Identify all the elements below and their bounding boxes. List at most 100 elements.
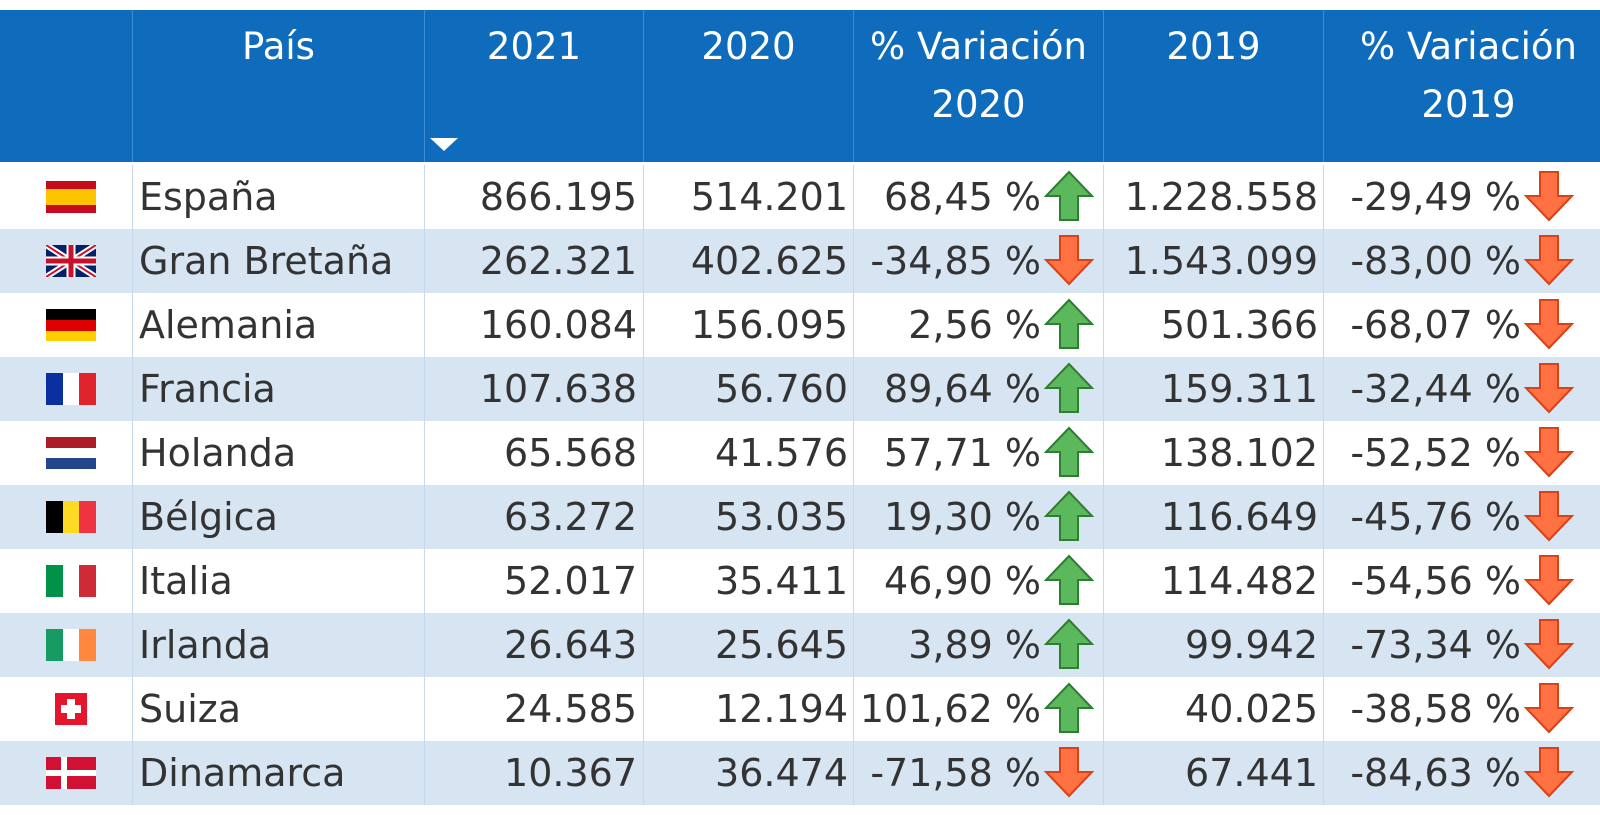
trend-arrow xyxy=(1043,618,1095,669)
trend-arrow xyxy=(1523,427,1575,478)
variation-2019: -38,58 % xyxy=(1323,677,1523,741)
variation-2019: -29,49 % xyxy=(1323,165,1523,229)
trend-arrow xyxy=(1043,362,1095,413)
value-2019: 99.942 xyxy=(1103,613,1323,677)
country-name: Bélgica xyxy=(132,485,424,549)
variation-2019: -54,56 % xyxy=(1323,549,1523,613)
trend-arrow xyxy=(1043,235,1095,286)
variation-2020: 2,56 % xyxy=(853,293,1103,357)
value-2020: 53.035 xyxy=(643,485,853,549)
table-row: Alemania 160.084 156.095 2,56 % 501.366 -68,0… xyxy=(0,293,1600,357)
flag xyxy=(46,309,96,341)
value-2020: 35.411 xyxy=(643,549,853,613)
value-2021: 26.643 xyxy=(424,613,643,677)
trend-arrow xyxy=(1523,235,1575,286)
variation-2020: 57,71 % xyxy=(853,421,1103,485)
table-row: Suiza 24.585 12.194 101,62 % 40.025 -38,58 % xyxy=(0,677,1600,741)
value-2021: 63.272 xyxy=(424,485,643,549)
variation-2020: 101,62 % xyxy=(853,677,1103,741)
country-name: España xyxy=(132,165,424,229)
country-name: Dinamarca xyxy=(132,741,424,805)
variation-2020: 19,30 % xyxy=(853,485,1103,549)
flag xyxy=(46,245,96,277)
value-2019: 159.311 xyxy=(1103,357,1323,421)
variation-2019: -45,76 % xyxy=(1323,485,1523,549)
table-row: Irlanda 26.643 25.645 3,89 % 99.942 -73,34 % xyxy=(0,613,1600,677)
trend-arrow xyxy=(1043,170,1095,221)
trend-arrow xyxy=(1523,683,1575,734)
column-header: 2021 xyxy=(424,10,643,162)
column-header: % Variación 2019 xyxy=(1323,10,1600,162)
value-2021: 24.585 xyxy=(424,677,643,741)
trend-arrow xyxy=(1043,682,1095,733)
table-row: Gran Bretaña 262.321 402.625 -34,85 % 1.543.… xyxy=(0,229,1600,293)
trend-arrow xyxy=(1043,426,1095,477)
country-name: Suiza xyxy=(132,677,424,741)
flag xyxy=(46,629,96,661)
value-2020: 514.201 xyxy=(643,165,853,229)
country-name: Holanda xyxy=(132,421,424,485)
sort-indicator xyxy=(430,138,458,151)
value-2021: 65.568 xyxy=(424,421,643,485)
trend-arrow xyxy=(1523,619,1575,670)
column-header: 2019 xyxy=(1103,10,1323,162)
value-2019: 114.482 xyxy=(1103,549,1323,613)
column-header: País xyxy=(132,10,424,162)
value-2021: 52.017 xyxy=(424,549,643,613)
trend-arrow xyxy=(1043,298,1095,349)
flag xyxy=(55,693,87,725)
trend-arrow xyxy=(1523,171,1575,222)
variation-2019: -84,63 % xyxy=(1323,741,1523,805)
trend-arrow xyxy=(1523,555,1575,606)
value-2019: 1.228.558 xyxy=(1103,165,1323,229)
table-row: Dinamarca 10.367 36.474 -71,58 % 67.441 -84,6… xyxy=(0,741,1600,805)
value-2020: 41.576 xyxy=(643,421,853,485)
table-row: España 866.195 514.201 68,45 % 1.228.558 -29,… xyxy=(0,165,1600,229)
flag xyxy=(46,437,96,469)
value-2020: 12.194 xyxy=(643,677,853,741)
column-header: % Variación 2020 xyxy=(853,10,1103,162)
value-2019: 138.102 xyxy=(1103,421,1323,485)
table-row: Italia 52.017 35.411 46,90 % 114.482 -54,56 % xyxy=(0,549,1600,613)
value-2020: 36.474 xyxy=(643,741,853,805)
variation-2020: 89,64 % xyxy=(853,357,1103,421)
country-name: Italia xyxy=(132,549,424,613)
variation-2019: -68,07 % xyxy=(1323,293,1523,357)
flag xyxy=(46,181,96,213)
country-name: Alemania xyxy=(132,293,424,357)
trend-arrow xyxy=(1523,747,1575,798)
flag xyxy=(46,757,96,789)
table-row: Francia 107.638 56.760 89,64 % 159.311 -32,44… xyxy=(0,357,1600,421)
variation-2019: -32,44 % xyxy=(1323,357,1523,421)
table-row: Holanda 65.568 41.576 57,71 % 138.102 -52,52 … xyxy=(0,421,1600,485)
country-name: Gran Bretaña xyxy=(132,229,424,293)
variation-2020: 46,90 % xyxy=(853,549,1103,613)
value-2020: 56.760 xyxy=(643,357,853,421)
variation-2020: 68,45 % xyxy=(853,165,1103,229)
trend-arrow xyxy=(1523,299,1575,350)
value-2021: 107.638 xyxy=(424,357,643,421)
variation-2019: -73,34 % xyxy=(1323,613,1523,677)
trend-arrow xyxy=(1523,491,1575,542)
value-2019: 40.025 xyxy=(1103,677,1323,741)
variation-2020: 3,89 % xyxy=(853,613,1103,677)
table-row: Bélgica 63.272 53.035 19,30 % 116.649 -45,76 … xyxy=(0,485,1600,549)
value-2021: 262.321 xyxy=(424,229,643,293)
value-2020: 156.095 xyxy=(643,293,853,357)
value-2021: 866.195 xyxy=(424,165,643,229)
value-2021: 10.367 xyxy=(424,741,643,805)
trend-arrow xyxy=(1043,554,1095,605)
variation-2019: -52,52 % xyxy=(1323,421,1523,485)
value-2020: 402.625 xyxy=(643,229,853,293)
flag xyxy=(46,373,96,405)
value-2019: 116.649 xyxy=(1103,485,1323,549)
column-header: 2020 xyxy=(643,10,853,162)
variation-2019: -83,00 % xyxy=(1323,229,1523,293)
value-2020: 25.645 xyxy=(643,613,853,677)
value-2019: 501.366 xyxy=(1103,293,1323,357)
country-name: Francia xyxy=(132,357,424,421)
flag xyxy=(46,501,96,533)
trend-arrow xyxy=(1043,747,1095,798)
trend-arrow xyxy=(1043,490,1095,541)
